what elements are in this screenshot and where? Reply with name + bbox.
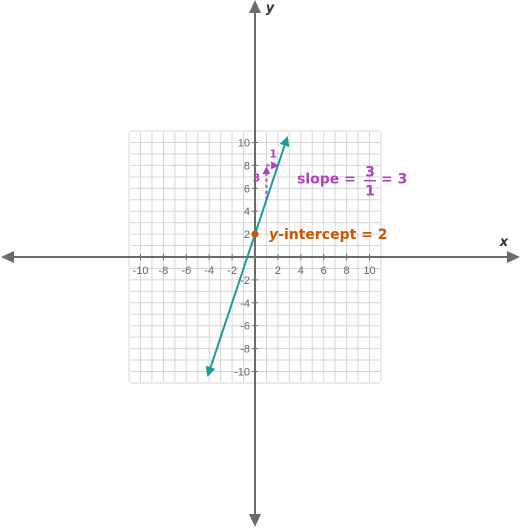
- x-tick-label: 8: [344, 265, 350, 277]
- intercept-rest: -intercept = 2: [278, 227, 387, 243]
- x-axis-label: x: [499, 235, 509, 250]
- y-axis-label: y: [266, 1, 275, 16]
- x-tick-label: 2: [275, 265, 281, 277]
- x-tick-label: -2: [227, 265, 237, 277]
- x-tick-label: 4: [298, 265, 304, 277]
- x-tick-label: 10: [363, 265, 375, 277]
- x-tick-label: -8: [159, 265, 169, 277]
- y-axis-arrow-up: [249, 0, 261, 13]
- slope-numerator: 3: [365, 165, 375, 181]
- intercept-point: [251, 230, 259, 238]
- series-line: [205, 136, 290, 377]
- x-tick-label: -6: [181, 265, 191, 277]
- y-tick-label: 6: [244, 183, 250, 195]
- y-tick-label: 8: [244, 160, 250, 172]
- run-label: 1: [269, 147, 277, 160]
- x-axis-arrow-right: [507, 251, 520, 263]
- x-tick-label: 6: [321, 265, 327, 277]
- series-layer: [205, 136, 290, 377]
- x-axis-arrow-left: [1, 251, 14, 263]
- rise-label: 3: [253, 171, 261, 184]
- annotations: x y 3 1 slope = 3 1 = 3 y-intercept = 2: [253, 1, 509, 250]
- y-tick-label: 4: [244, 206, 250, 218]
- y-tick-label: 10: [238, 138, 250, 150]
- intercept-label: y-intercept = 2: [269, 227, 388, 243]
- y-tick-label: -6: [240, 321, 250, 333]
- y-tick-label: -8: [240, 344, 250, 356]
- y-tick-label: -4: [240, 298, 250, 310]
- y-tick-label: 2: [244, 229, 250, 241]
- x-tick-label: -10: [133, 265, 149, 277]
- slope-label: slope =: [297, 172, 356, 188]
- x-tick-label: -4: [204, 265, 214, 277]
- intercept-var: y: [269, 227, 279, 243]
- y-tick-label: -10: [234, 367, 250, 379]
- slope-result: = 3: [381, 172, 407, 188]
- y-axis-arrow-down: [249, 514, 261, 527]
- slope-denominator: 1: [365, 184, 375, 200]
